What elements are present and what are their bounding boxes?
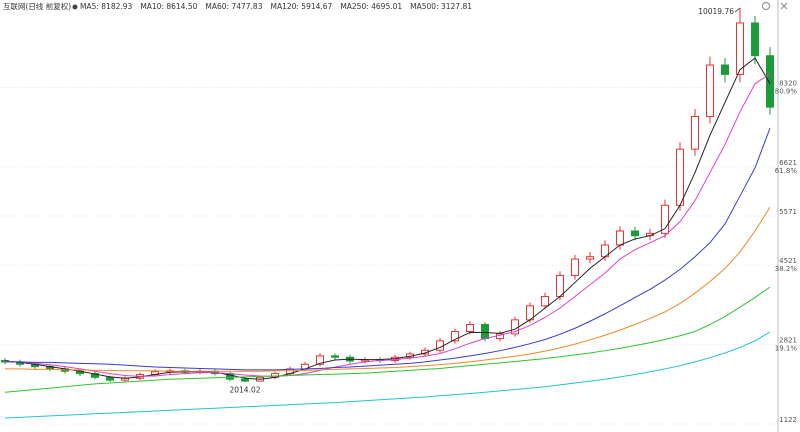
candle-body [586,256,594,260]
candle-body [556,274,564,297]
ma-line [5,206,771,372]
candle-body [241,378,249,382]
candle-body [676,148,684,206]
max-annotation: 10019.76 [698,7,734,16]
candle-body [766,55,774,108]
candle-body [616,230,624,246]
min-annotation: 2014.02 [229,385,260,394]
candle-body [451,331,459,342]
ma-line [4,286,771,393]
y-tick-label: 4521 [779,257,797,265]
ma-line [5,127,771,371]
legend-entry: MA5: 8182.93 [80,2,133,11]
legend-entry: MA10: 8614.50 [140,2,197,11]
fib-label: 19.1% [775,345,798,353]
candle-body [736,22,744,75]
candle-body [691,115,699,150]
fib-label: 38.2% [775,265,798,273]
legend-entry: MA60: 7477.83 [205,2,262,11]
candle-body [331,355,339,358]
y-tick-label: 2821 [779,337,797,345]
candle-body [571,258,579,276]
candle-body [631,230,639,237]
y-tick-label: 6621 [779,159,797,167]
chart-title: 互联网(日线 前复权) [3,1,71,11]
y-tick-label: 1122 [779,416,797,424]
legend: MA5: 8182.93 MA10: 8614.50 MA60: 7477.83 MA… [72,2,472,11]
ma-line [4,57,771,380]
candle-body [541,295,549,307]
y-tick-label: 8320 [779,79,797,87]
settings-icon[interactable] [762,2,770,10]
candle-body [466,324,474,333]
candle-body [751,22,759,57]
legend-entry: MA120: 5914.67 [270,2,332,11]
ma-line [4,331,771,419]
legend-dot [72,4,78,10]
candle-body [316,355,324,365]
fib-label: 61.8% [775,167,798,175]
candle-body [661,204,669,234]
candle-body [106,376,114,381]
candle-body [481,324,489,340]
candle-body [706,64,714,117]
close-icon[interactable] [780,2,788,10]
legend-entry: MA500: 3127.81 [410,2,472,11]
legend-entry: MA250: 4695.01 [340,2,402,11]
max-pointer [734,7,741,13]
fib-label: 80.9% [775,87,798,95]
ma-line [4,73,771,377]
candle-body [721,64,729,75]
y-tick-label: 5571 [779,208,797,216]
